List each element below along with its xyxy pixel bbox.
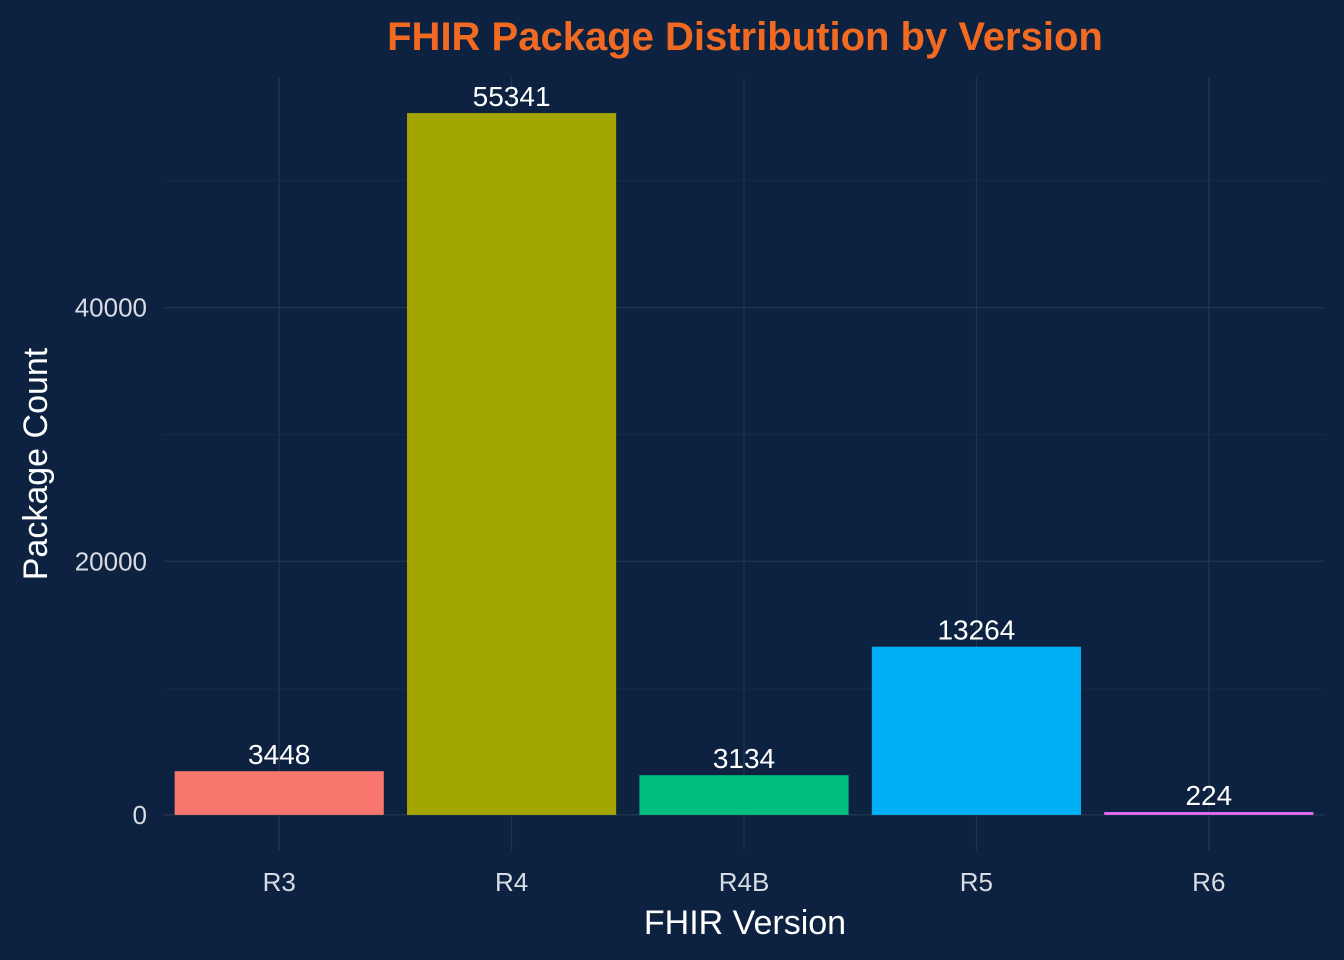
bar-r5 bbox=[871, 646, 1081, 815]
bar-r3 bbox=[174, 771, 384, 815]
x-tick-label-r4b: R4B bbox=[719, 867, 770, 897]
y-axis-ticks: 0 20000 40000 bbox=[75, 293, 147, 830]
data-label-r5: 13264 bbox=[937, 615, 1015, 646]
x-tick-label-r3: R3 bbox=[263, 867, 296, 897]
grid-lines bbox=[163, 78, 1325, 850]
data-label-r6: 224 bbox=[1185, 780, 1232, 811]
bars bbox=[174, 113, 1314, 815]
y-axis-title: Package Count bbox=[17, 347, 55, 580]
y-tick-label: 40000 bbox=[75, 293, 147, 323]
x-axis-title: FHIR Version bbox=[644, 904, 846, 942]
data-label-r4: 55341 bbox=[473, 81, 551, 112]
y-tick-label: 0 bbox=[133, 800, 147, 830]
data-labels: 3448 55341 3134 13264 224 bbox=[248, 81, 1232, 811]
x-tick-label-r6: R6 bbox=[1192, 867, 1225, 897]
data-label-r4b: 3134 bbox=[713, 743, 775, 774]
y-tick-label: 20000 bbox=[75, 546, 147, 576]
bar-r4 bbox=[407, 113, 617, 815]
bar-r6 bbox=[1104, 812, 1314, 815]
x-tick-label-r5: R5 bbox=[960, 867, 993, 897]
bar-r4b bbox=[639, 775, 849, 815]
data-label-r3: 3448 bbox=[248, 739, 310, 770]
chart-title: FHIR Package Distribution by Version bbox=[387, 15, 1103, 59]
x-tick-label-r4: R4 bbox=[495, 867, 528, 897]
x-axis-ticks: R3 R4 R4B R5 R6 bbox=[263, 867, 1226, 897]
